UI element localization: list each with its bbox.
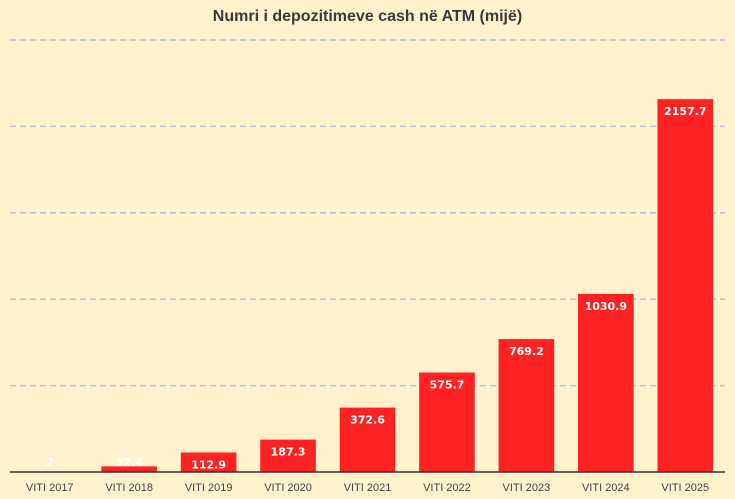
x-tick-label: VITI 2024 bbox=[582, 482, 630, 494]
x-tick-label: VITI 2017 bbox=[26, 482, 74, 494]
x-tick-label: VITI 2019 bbox=[185, 482, 233, 494]
x-tick-label: VITI 2021 bbox=[344, 482, 392, 494]
x-tick-label: VITI 2023 bbox=[503, 482, 551, 494]
x-tick-label: VITI 2025 bbox=[661, 482, 709, 494]
x-tick-labels: VITI 2017 VITI 2018 VITI 2019 VITI 2020 VITI… bbox=[26, 482, 709, 494]
bar-value-label: 2 bbox=[46, 456, 54, 469]
bar bbox=[657, 99, 714, 472]
bar bbox=[498, 339, 555, 472]
bar-value-label: 32.4 bbox=[116, 456, 143, 469]
bar bbox=[419, 372, 475, 472]
chart-title: Numri i depozitimeve cash në ATM (mijë) bbox=[212, 8, 523, 25]
bar-value-label: 112.9 bbox=[191, 458, 226, 471]
bar bbox=[101, 466, 157, 472]
x-tick-label: VITI 2022 bbox=[423, 482, 471, 494]
bar-value-label: 769.2 bbox=[509, 345, 544, 358]
bar bbox=[578, 293, 634, 472]
bar-value-label: 575.7 bbox=[430, 379, 465, 392]
x-tick-label: VITI 2018 bbox=[105, 482, 153, 494]
bar-value-label: 2157.7 bbox=[664, 105, 706, 118]
bar-value-label: 372.6 bbox=[350, 414, 385, 427]
bar-value-label: 1030.9 bbox=[585, 300, 627, 313]
data-labels: 2 32.4 112.9 187.3 372.6 575.7 769.2 1030.9 2157… bbox=[46, 105, 707, 471]
bar-value-label: 187.3 bbox=[271, 446, 306, 459]
bar bbox=[260, 439, 316, 472]
bars bbox=[21, 99, 714, 472]
bar bbox=[180, 452, 237, 472]
bar bbox=[339, 407, 396, 472]
x-tick-label: VITI 2020 bbox=[264, 482, 312, 494]
